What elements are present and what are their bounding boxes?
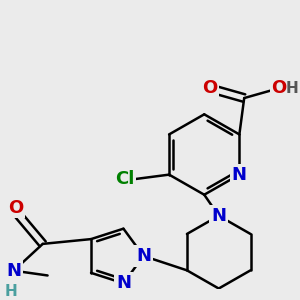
Text: H: H [4,284,17,299]
Text: H: H [286,81,299,96]
Text: O: O [272,80,286,98]
Text: N: N [6,262,21,280]
Text: O: O [8,199,23,217]
Text: N: N [136,247,151,265]
Text: O: O [202,80,217,98]
Text: N: N [232,166,247,184]
Text: N: N [116,274,131,292]
Text: Cl: Cl [115,170,134,188]
Text: N: N [211,207,226,225]
